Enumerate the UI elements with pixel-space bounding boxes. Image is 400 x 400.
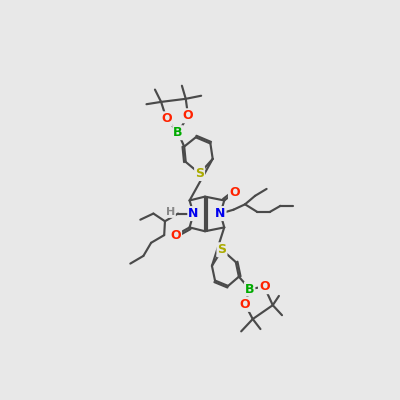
Text: O: O xyxy=(170,229,181,242)
Text: O: O xyxy=(259,280,270,293)
Text: O: O xyxy=(183,109,193,122)
Text: O: O xyxy=(229,186,240,199)
Text: H: H xyxy=(166,207,175,217)
Text: O: O xyxy=(240,298,250,311)
Text: B: B xyxy=(245,282,254,296)
Text: N: N xyxy=(215,207,226,220)
Text: S: S xyxy=(218,243,226,256)
Text: N: N xyxy=(188,207,199,220)
Text: S: S xyxy=(195,167,204,180)
Text: B: B xyxy=(173,126,183,139)
Text: O: O xyxy=(161,112,172,125)
